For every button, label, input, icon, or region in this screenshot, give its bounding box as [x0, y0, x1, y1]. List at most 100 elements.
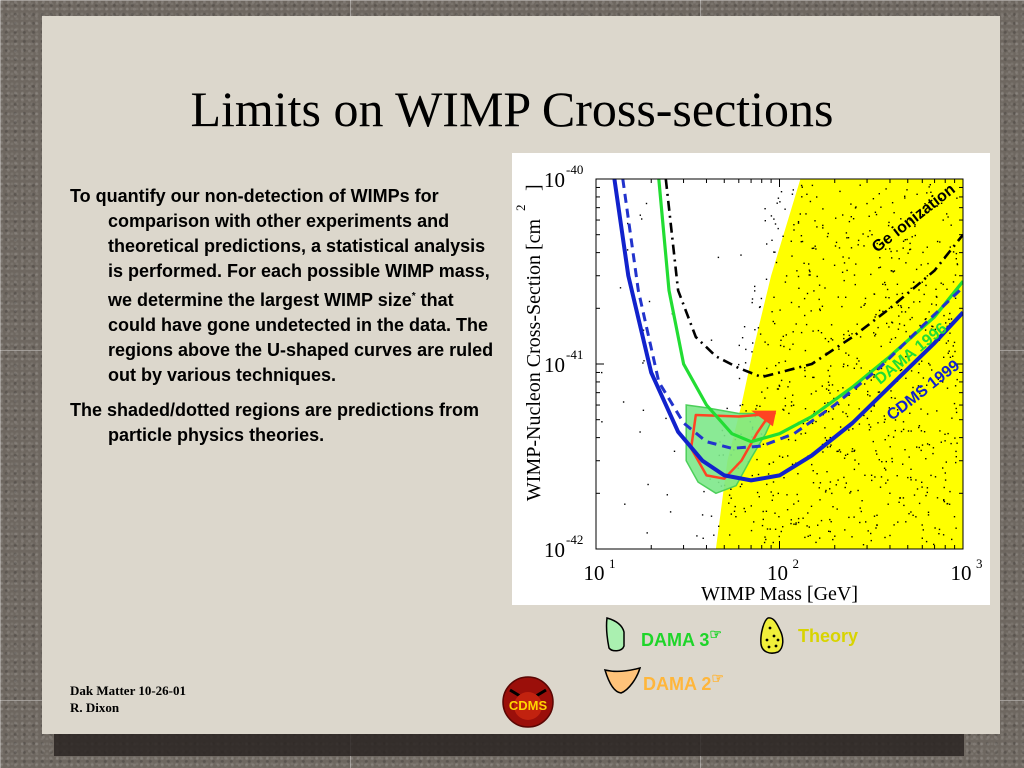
theory-dot	[939, 241, 941, 243]
theory-dot	[942, 467, 944, 469]
y-tick-label: 10	[544, 168, 565, 192]
theory-dot	[909, 219, 911, 221]
theory-dot	[752, 342, 754, 344]
theory-dot	[889, 492, 891, 494]
theory-dot	[824, 437, 826, 439]
theory-dot	[896, 409, 899, 411]
theory-dot	[882, 310, 884, 313]
theory-dot	[814, 245, 816, 247]
theory-dot	[924, 203, 926, 205]
theory-dot	[824, 427, 826, 429]
theory-dot	[804, 367, 806, 369]
theory-dot	[865, 521, 867, 523]
theory-dot	[827, 340, 830, 343]
theory-dot	[951, 417, 953, 419]
theory-dot	[905, 262, 907, 264]
theory-dot	[673, 450, 676, 452]
theory-dot	[807, 512, 809, 514]
theory-dot	[819, 482, 822, 484]
theory-dot	[829, 392, 831, 394]
theory-dot	[927, 262, 929, 265]
theory-dot	[819, 309, 821, 312]
theory-dot	[913, 494, 916, 496]
theory-dot	[922, 377, 925, 379]
theory-dot	[824, 491, 827, 493]
theory-dot	[916, 446, 918, 448]
theory-dot	[926, 443, 929, 445]
theory-dot	[753, 521, 755, 523]
theory-dot	[868, 429, 871, 431]
theory-dot	[943, 499, 945, 501]
theory-dot	[734, 505, 736, 508]
theory-dot	[848, 257, 850, 259]
theory-dot	[666, 494, 668, 496]
theory-dot	[838, 449, 841, 451]
theory-dot	[825, 489, 827, 492]
theory-dot	[765, 278, 768, 280]
theory-dot	[888, 297, 890, 299]
theory-dot	[868, 215, 870, 217]
theory-dot	[797, 500, 800, 502]
theory-dot	[775, 364, 777, 367]
theory-dot	[824, 337, 827, 340]
theory-dot	[738, 377, 741, 380]
theory-dot	[898, 315, 900, 317]
theory-dot	[846, 237, 848, 239]
theory-dot	[925, 284, 927, 287]
theory-dot	[811, 463, 813, 466]
theory-dot	[931, 303, 933, 305]
theory-dot	[802, 517, 804, 519]
theory-dot	[797, 275, 800, 278]
theory-dot	[803, 297, 806, 300]
theory-dot	[896, 475, 898, 477]
theory-dot	[870, 273, 872, 276]
theory-dot	[910, 287, 912, 289]
theory-dot	[922, 214, 924, 216]
theory-dot	[792, 343, 794, 345]
theory-dot	[868, 423, 870, 426]
theory-dot	[848, 354, 850, 356]
theory-dot	[759, 306, 761, 308]
theory-dot	[797, 521, 800, 524]
theory-dot	[783, 345, 785, 348]
theory-dot	[622, 401, 625, 403]
theory-dot	[743, 507, 745, 510]
theory-dot	[942, 283, 944, 286]
theory-dot	[946, 288, 948, 290]
paragraph-2-text: The shaded/dotted regions are prediction…	[70, 400, 480, 445]
theory-dot	[888, 221, 890, 224]
theory-dot	[863, 414, 865, 417]
theory-dot	[783, 477, 785, 479]
theory-dot	[833, 397, 835, 400]
theory-dot	[641, 218, 643, 220]
theory-dot	[846, 453, 849, 455]
theory-dot	[922, 529, 924, 531]
theory-dot	[738, 344, 740, 347]
theory-dot	[894, 397, 896, 399]
theory-dot	[912, 386, 914, 389]
theory-dot	[885, 482, 887, 484]
theory-dot	[778, 384, 780, 387]
theory-dot	[744, 510, 746, 513]
body-paragraph-1: To quantify our non-detection of WIMPs f…	[70, 184, 502, 388]
theory-dot	[955, 407, 957, 410]
theory-dot	[813, 290, 815, 292]
theory-dot	[945, 322, 947, 324]
theory-dot	[830, 521, 832, 523]
theory-dot	[932, 452, 934, 455]
theory-dot	[947, 216, 949, 218]
theory-dot	[800, 433, 802, 435]
theory-dot	[874, 316, 876, 318]
theory-dot	[850, 247, 853, 249]
theory-dot	[900, 430, 903, 433]
theory-dot	[812, 482, 815, 484]
theory-dot	[791, 255, 793, 257]
theory-dot	[925, 494, 927, 497]
theory-dot	[910, 468, 912, 470]
y-tick-label: 10	[544, 538, 565, 562]
dama3-legend-icon	[605, 617, 625, 652]
theory-dot	[891, 461, 893, 463]
theory-dot	[647, 483, 649, 486]
theory-dot	[936, 205, 939, 207]
theory-dot	[791, 463, 794, 465]
